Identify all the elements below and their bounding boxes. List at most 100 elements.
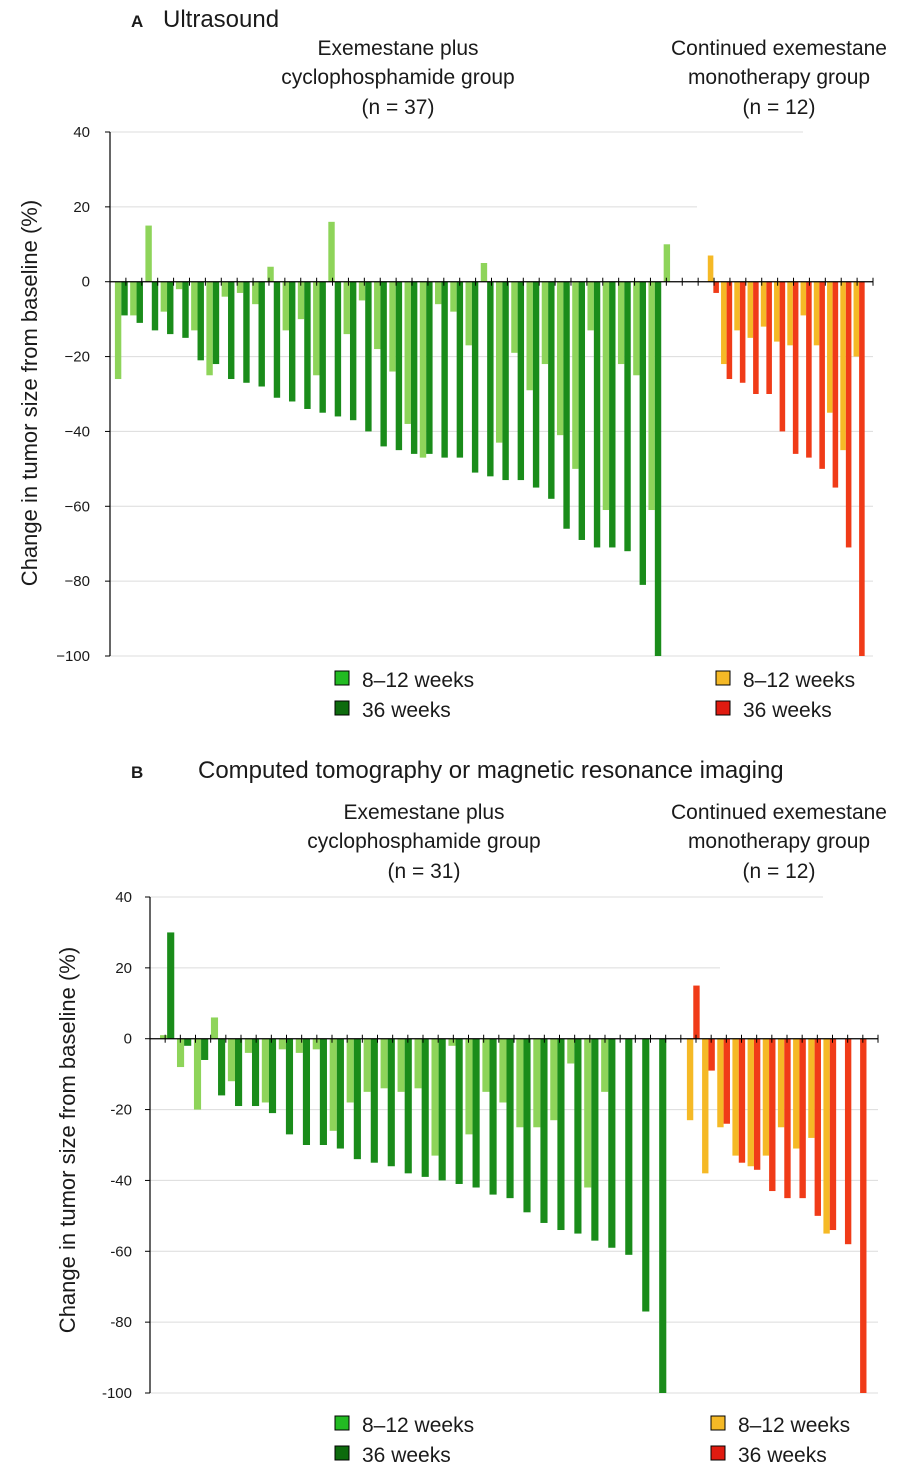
panel-b-y-tick-label: -100	[102, 1385, 132, 1402]
panel-a-group1-late-bar	[365, 281, 372, 432]
panel-b-group1-late-bar	[184, 1038, 192, 1046]
panel-b-group1-early-bar	[414, 1038, 422, 1089]
panel-b-group1-early-bar	[465, 1038, 473, 1135]
panel-b-group1-early-bar	[567, 1038, 575, 1064]
panel-a-group2-title-line1: Continued exemestane	[671, 37, 887, 60]
panel-b-group1-late-bar	[235, 1038, 243, 1107]
panel-a-group1-early-bar	[389, 281, 396, 372]
panel-a-group1-late-bar	[502, 281, 509, 481]
panel-a-group1-early-bar	[297, 281, 305, 320]
panel-a-group2-early-bar	[787, 281, 793, 346]
panel-a-group1-early-bar	[114, 281, 122, 380]
panel-a-group1-late-bar	[304, 281, 311, 409]
panel-a-group1-early-bar	[191, 281, 198, 331]
panel-b-group1-early-bar	[584, 1038, 592, 1188]
panel-b-group1-late-bar	[591, 1038, 599, 1241]
panel-a: A Ultrasound Exemestane plus cyclophosph…	[17, 6, 887, 722]
panel-b: B Computed tomography or magnetic resona…	[55, 757, 887, 1467]
panel-b-group1-late-bar	[574, 1038, 582, 1234]
panel-b-group2-title-line2: monotherapy group	[688, 830, 870, 853]
panel-b-plot-area: 40 20 0 -20 -40 -60 -80 -100	[102, 889, 879, 1402]
panel-a-group1-early-bar	[267, 266, 274, 282]
panel-a-y-tick-label: −40	[65, 423, 90, 440]
panel-a-group1-late-bar	[151, 281, 159, 331]
panel-a-group1-late-bar	[517, 281, 525, 481]
panel-b-group1-late-bar	[557, 1038, 565, 1231]
panel-b-legend: 8–12 weeks 36 weeks 8–12 weeks 36 weeks	[334, 1414, 850, 1467]
panel-a-group1-early-bar	[374, 281, 381, 350]
panel-b-group1-early-bar	[550, 1038, 558, 1121]
panel-b-group1-early-bar	[363, 1038, 371, 1092]
panel-a-group1-early-bar	[633, 281, 640, 376]
panel-a-group2-title-line2: monotherapy group	[688, 66, 870, 89]
panel-b-legend-label-1: 8–12 weeks	[362, 1414, 474, 1437]
panel-b-label: B	[131, 763, 143, 782]
panel-a-group1-late-bar	[121, 281, 128, 316]
panel-a-y-tick-label: −100	[56, 648, 90, 665]
panel-a-group2-early-bar	[721, 281, 727, 365]
panel-b-group2-late-bar	[693, 985, 700, 1039]
panel-a-group2-n: (n = 12)	[743, 96, 816, 119]
panel-a-group2-early-bar	[760, 281, 767, 327]
panel-a-legend-label-1: 8–12 weeks	[362, 669, 474, 692]
panel-b-legend-label-3: 8–12 weeks	[738, 1414, 850, 1437]
panel-a-y-tick-label: 20	[73, 199, 90, 216]
panel-a-group1-early-bar	[145, 225, 152, 282]
panel-b-group2-late-bar	[708, 1038, 715, 1071]
panel-a-legend-swatch-1	[334, 670, 350, 686]
panel-b-group1-early-bar	[278, 1038, 286, 1050]
panel-a-group2-late-bar	[766, 281, 772, 394]
panel-b-group1-late-bar	[285, 1038, 294, 1135]
panel-b-legend-swatch-4	[710, 1445, 726, 1461]
panel-a-legend-swatch-4	[715, 700, 731, 716]
panel-b-y-tick-label: -60	[110, 1243, 132, 1260]
panel-a-legend-label-3: 8–12 weeks	[743, 669, 855, 692]
panel-a-group1-early-bar	[358, 281, 366, 301]
panel-b-group1-early-bar	[380, 1038, 388, 1089]
panel-b-group2-early-bar	[686, 1038, 694, 1121]
panel-a-group1-late-bar	[624, 281, 631, 552]
panel-b-group1-early-bar	[601, 1038, 609, 1092]
panel-b-group1-late-bar	[472, 1038, 480, 1188]
panel-a-group1-n: (n = 37)	[362, 96, 435, 119]
panel-b-group2-early-bar	[823, 1038, 830, 1234]
panel-b-group1-late-bar	[438, 1038, 446, 1181]
panel-b-y-axis-label: Change in tumor size from baseline (%)	[55, 947, 80, 1333]
panel-a-group1-early-bar	[572, 281, 579, 469]
panel-a-group1-early-bar	[541, 281, 549, 365]
panel-b-y-tick-label: -20	[110, 1102, 132, 1119]
panel-a-group1-late-bar	[212, 281, 220, 365]
panel-a-group1-early-bar	[206, 281, 213, 376]
panel-a-group1-early-bar	[465, 281, 472, 346]
panel-b-group1-late-bar	[370, 1038, 378, 1163]
panel-b-group1-early-bar	[244, 1038, 252, 1053]
panel-a-group1-early-bar	[236, 281, 244, 293]
panel-a-group2-early-bar	[774, 281, 780, 342]
panel-a-title: Ultrasound	[163, 6, 279, 33]
panel-a-group1-early-bar	[328, 221, 335, 282]
panel-b-group1-late-bar	[540, 1038, 548, 1223]
panel-b-group2-title-line1: Continued exemestane	[671, 801, 887, 824]
panel-a-group1-early-bar	[480, 263, 488, 282]
panel-b-group1-late-bar	[489, 1038, 497, 1195]
panel-b-group2-early-bar	[702, 1038, 709, 1174]
panel-a-group1-early-bar	[435, 281, 442, 305]
panel-b-group1-title-line2: cyclophosphamide group	[307, 830, 540, 853]
panel-b-group1-late-bar	[659, 1038, 667, 1393]
panel-a-y-tick-label: 0	[82, 274, 90, 291]
panel-a-legend: 8–12 weeks 36 weeks 8–12 weeks 36 weeks	[334, 669, 855, 722]
panel-a-group1-late-bar	[456, 281, 464, 458]
panel-a-group1-early-bar	[496, 281, 503, 443]
panel-b-group1-late-bar	[353, 1038, 361, 1160]
panel-b-group1-early-bar	[329, 1038, 337, 1131]
panel-b-group1-late-bar	[421, 1038, 429, 1177]
panel-b-group2-n: (n = 12)	[743, 860, 816, 883]
panel-a-group1-late-bar	[258, 281, 265, 387]
panel-a-group1-late-bar	[167, 281, 174, 335]
panel-b-group1-late-bar	[336, 1038, 344, 1149]
panel-a-group2-late-bar	[792, 281, 799, 454]
panel-a-y-tick-label: −80	[65, 573, 90, 590]
panel-b-group1-n: (n = 31)	[388, 860, 461, 883]
panel-b-y-tick-label: 20	[115, 960, 132, 977]
panel-b-group1-late-bar	[167, 932, 175, 1039]
